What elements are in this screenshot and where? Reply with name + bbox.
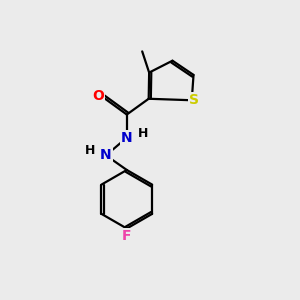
Text: N: N bbox=[121, 130, 133, 145]
Text: N: N bbox=[100, 148, 112, 162]
Text: F: F bbox=[122, 229, 132, 243]
Text: O: O bbox=[92, 89, 104, 103]
Text: S: S bbox=[189, 93, 199, 107]
Text: H: H bbox=[138, 127, 148, 140]
Text: H: H bbox=[85, 144, 95, 157]
